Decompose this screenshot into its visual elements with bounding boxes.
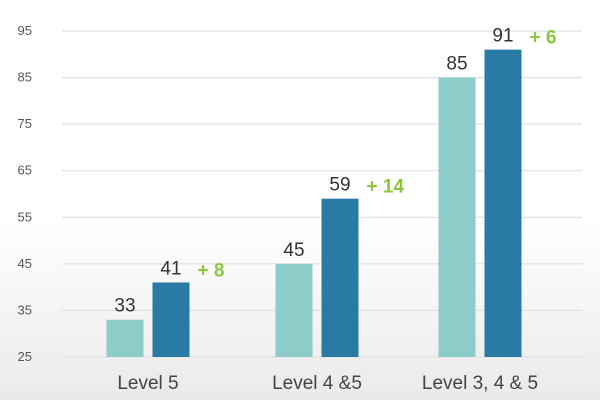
bar-series-1 bbox=[106, 319, 144, 357]
y-tick-label: 45 bbox=[18, 256, 32, 271]
y-tick-label: 35 bbox=[18, 302, 32, 317]
bars bbox=[106, 49, 522, 358]
value-label: 33 bbox=[114, 296, 135, 317]
x-tick-label: Level 5 bbox=[117, 373, 178, 394]
bar-series-2 bbox=[484, 49, 522, 357]
delta-annotation: + 6 bbox=[530, 28, 557, 49]
y-tick-label: 25 bbox=[18, 349, 32, 364]
delta-annotation: + 8 bbox=[198, 260, 225, 281]
y-axis-ticks: 25 35 45 55 65 75 85 95 bbox=[18, 23, 32, 364]
value-label: 85 bbox=[446, 54, 467, 75]
value-label: 91 bbox=[492, 26, 513, 47]
bar-series-1 bbox=[275, 263, 313, 357]
bar-series-2 bbox=[321, 198, 359, 357]
value-label: 59 bbox=[329, 175, 350, 196]
x-tick-label: Level 4 &5 bbox=[272, 373, 362, 394]
value-labels: 33 41 + 8 45 59 + 14 85 91 + 6 bbox=[114, 26, 556, 317]
x-tick-label: Level 3, 4 & 5 bbox=[422, 373, 538, 394]
y-tick-label: 95 bbox=[18, 23, 32, 38]
delta-annotation: + 14 bbox=[367, 177, 405, 198]
x-axis-ticks: Level 5 Level 4 &5 Level 3, 4 & 5 bbox=[117, 373, 538, 394]
bar-series-1 bbox=[438, 77, 476, 358]
bar-series-2 bbox=[152, 282, 190, 357]
y-tick-label: 65 bbox=[18, 163, 32, 178]
y-tick-label: 55 bbox=[18, 209, 32, 224]
value-label: 45 bbox=[283, 240, 304, 261]
y-tick-label: 75 bbox=[18, 116, 32, 131]
value-label: 41 bbox=[160, 258, 181, 279]
y-tick-label: 85 bbox=[18, 70, 32, 85]
